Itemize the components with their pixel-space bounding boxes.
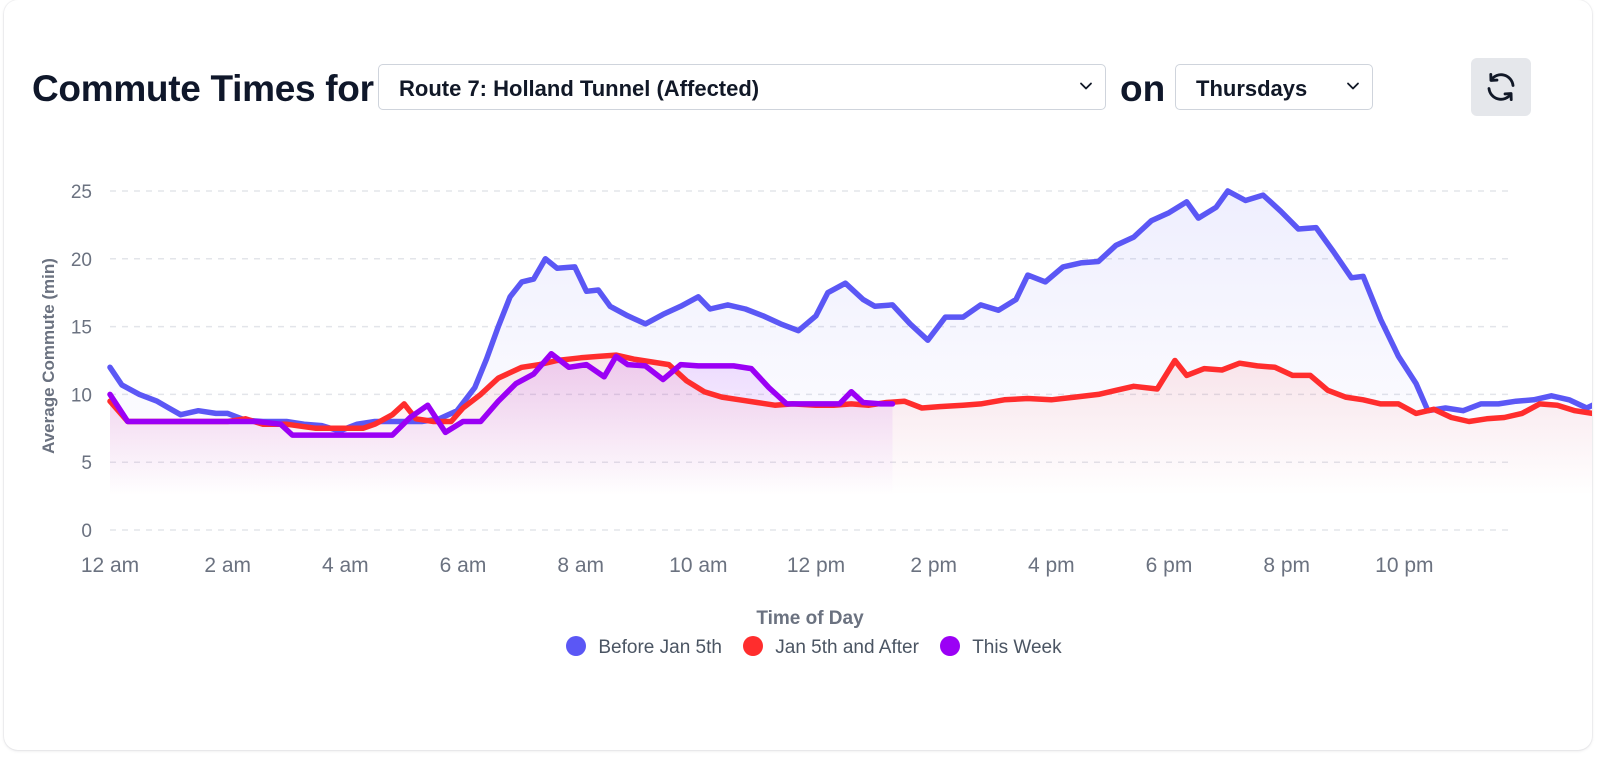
x-tick-label: 6 pm: [1146, 554, 1193, 577]
refresh-icon: [1487, 72, 1515, 102]
y-tick-label: 0: [81, 521, 92, 542]
x-tick-label: 8 pm: [1263, 554, 1310, 577]
y-tick-label: 20: [71, 250, 92, 271]
x-tick-label: 12 am: [81, 554, 139, 577]
x-tick-label: 4 pm: [1028, 554, 1075, 577]
chart-header: Commute Times for Route 7: Holland Tunne…: [32, 58, 1572, 116]
chart-legend: Before Jan 5th Jan 5th and After This We…: [4, 636, 1600, 659]
series-line-this-week: [107, 350, 896, 438]
x-tick-label: 8 am: [557, 554, 604, 577]
on-label: on: [1120, 68, 1166, 109]
legend-dot-after: [743, 636, 764, 656]
route-select[interactable]: Route 7: Holland Tunnel (Affected): [378, 64, 1106, 110]
chevron-down-icon: [1080, 82, 1092, 90]
route-select-value: Route 7: Holland Tunnel (Affected): [399, 76, 760, 101]
series-line-after: [107, 352, 1592, 432]
legend-item-before[interactable]: Before Jan 5th: [566, 636, 722, 659]
y-tick-label: 15: [71, 318, 92, 339]
y-axis-label: Average Commute (min): [39, 258, 58, 454]
y-tick-label: 10: [71, 385, 92, 406]
x-tick-label: 6 am: [440, 554, 487, 577]
y-tick-label: 25: [71, 182, 92, 203]
legend-dot-this-week: [940, 636, 961, 656]
x-tick-label: 4 am: [322, 554, 369, 577]
legend-label-this-week: This Week: [972, 637, 1062, 658]
chart-card: Commute Times for Route 7: Holland Tunne…: [4, 0, 1592, 750]
x-tick-label: 12 pm: [787, 554, 845, 577]
legend-item-this-week[interactable]: This Week: [940, 636, 1062, 659]
y-tick-label: 5: [81, 453, 92, 474]
legend-label-after: Jan 5th and After: [775, 637, 919, 658]
legend-dot-before: [566, 636, 587, 656]
x-tick-label: 10 am: [669, 554, 727, 577]
legend-label-before: Before Jan 5th: [598, 637, 722, 658]
x-tick-label: 2 pm: [910, 554, 957, 577]
day-select-value: Thursdays: [1196, 76, 1308, 101]
refresh-button[interactable]: [1471, 58, 1531, 116]
day-select[interactable]: Thursdays: [1175, 64, 1373, 110]
legend-item-after[interactable]: Jan 5th and After: [743, 636, 919, 659]
page-title: Commute Times for: [32, 68, 374, 109]
line-chart: 0 5 10 15 20 25 12 am 2 am 4 am 6 am 8 am 10 am 12 p…: [39, 182, 1592, 629]
x-axis-label: Time of Day: [756, 608, 864, 629]
x-tick-label: 10 pm: [1375, 554, 1433, 577]
x-tick-label: 2 am: [204, 554, 251, 577]
chevron-down-icon: [1347, 82, 1359, 90]
